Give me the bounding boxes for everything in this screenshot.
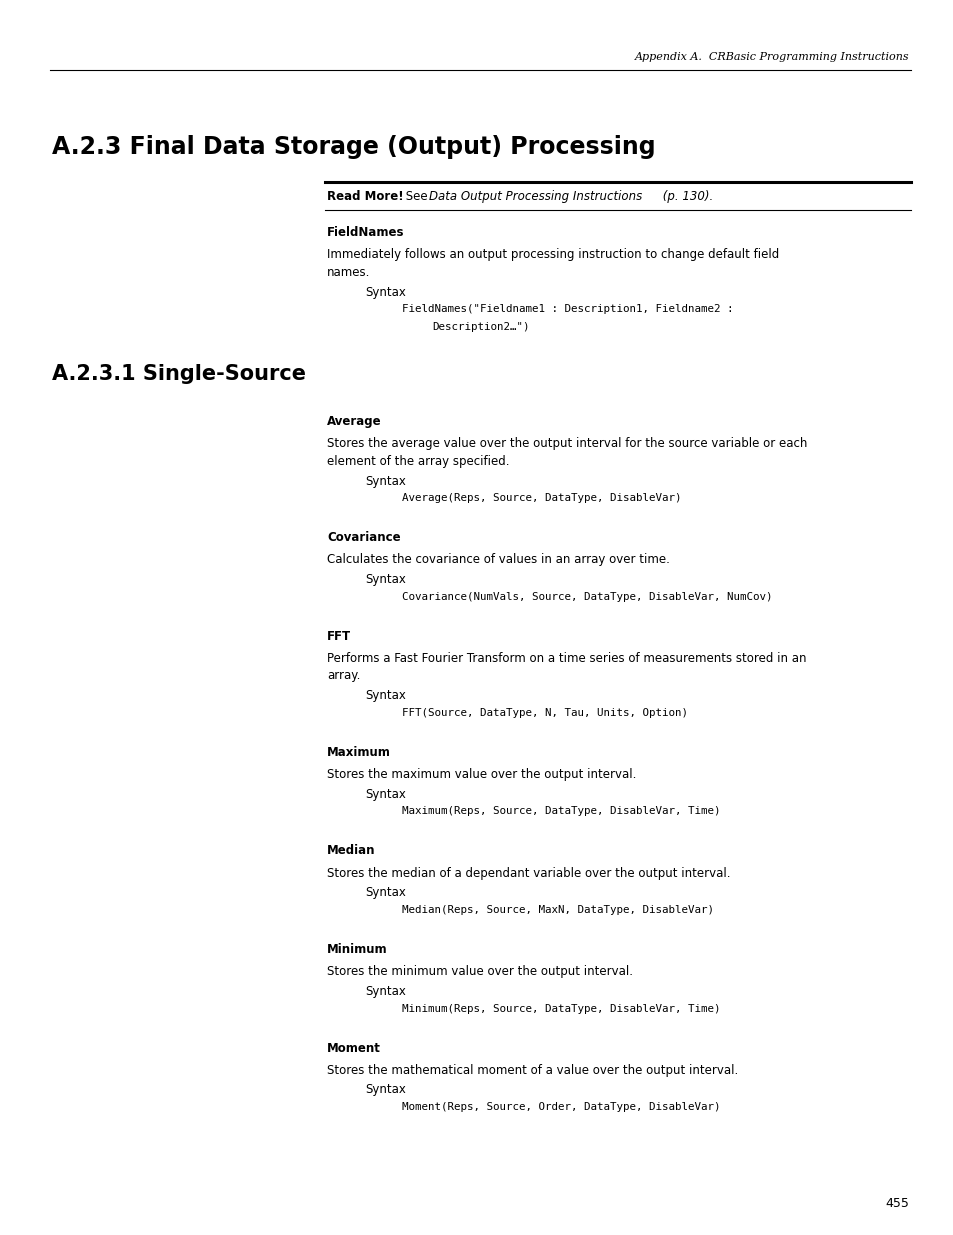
Text: Syntax: Syntax — [365, 788, 405, 802]
Text: A.2.3.1 Single-Source: A.2.3.1 Single-Source — [52, 363, 306, 384]
Text: Moment(Reps, Source, Order, DataType, DisableVar): Moment(Reps, Source, Order, DataType, Di… — [401, 1102, 720, 1112]
Text: Stores the average value over the output interval for the source variable or eac: Stores the average value over the output… — [327, 437, 806, 451]
Text: FFT: FFT — [327, 630, 351, 643]
Text: FieldNames: FieldNames — [327, 226, 404, 240]
Text: Syntax: Syntax — [365, 986, 405, 998]
Text: Description2…"): Description2…") — [432, 321, 529, 331]
Text: Stores the median of a dependant variable over the output interval.: Stores the median of a dependant variabl… — [327, 867, 730, 879]
Text: Syntax: Syntax — [365, 285, 405, 299]
Text: Average: Average — [327, 415, 381, 429]
Text: 455: 455 — [884, 1197, 908, 1210]
Text: Immediately follows an output processing instruction to change default field: Immediately follows an output processing… — [327, 248, 779, 261]
Text: Covariance: Covariance — [327, 531, 400, 545]
Text: array.: array. — [327, 669, 360, 683]
Text: Median(Reps, Source, MaxN, DataType, DisableVar): Median(Reps, Source, MaxN, DataType, Dis… — [401, 905, 713, 915]
Text: Read More!: Read More! — [327, 190, 403, 203]
Text: Syntax: Syntax — [365, 573, 405, 587]
Text: Syntax: Syntax — [365, 1083, 405, 1097]
Text: Performs a Fast Fourier Transform on a time series of measurements stored in an: Performs a Fast Fourier Transform on a t… — [327, 652, 805, 664]
Text: FFT(Source, DataType, N, Tau, Units, Option): FFT(Source, DataType, N, Tau, Units, Opt… — [401, 708, 687, 718]
Text: Data Output Processing Instructions: Data Output Processing Instructions — [429, 190, 641, 203]
Text: Minimum(Reps, Source, DataType, DisableVar, Time): Minimum(Reps, Source, DataType, DisableV… — [401, 1004, 720, 1014]
Text: Calculates the covariance of values in an array over time.: Calculates the covariance of values in a… — [327, 553, 669, 567]
Text: names.: names. — [327, 266, 370, 279]
Text: Stores the minimum value over the output interval.: Stores the minimum value over the output… — [327, 965, 633, 978]
Text: Average(Reps, Source, DataType, DisableVar): Average(Reps, Source, DataType, DisableV… — [401, 494, 680, 504]
Text: element of the array specified.: element of the array specified. — [327, 454, 509, 468]
Text: Maximum(Reps, Source, DataType, DisableVar, Time): Maximum(Reps, Source, DataType, DisableV… — [401, 806, 720, 816]
Text: Appendix A.  CRBasic Programming Instructions: Appendix A. CRBasic Programming Instruct… — [634, 52, 908, 62]
Text: (p. 130).: (p. 130). — [659, 190, 713, 203]
Text: Maximum: Maximum — [327, 746, 391, 760]
Text: Syntax: Syntax — [365, 689, 405, 703]
Text: Moment: Moment — [327, 1041, 380, 1055]
Text: Syntax: Syntax — [365, 887, 405, 899]
Text: See: See — [401, 190, 431, 203]
Text: Syntax: Syntax — [365, 475, 405, 488]
Text: FieldNames("Fieldname1 : Description1, Fieldname2 :: FieldNames("Fieldname1 : Description1, F… — [401, 304, 733, 314]
Text: A.2.3 Final Data Storage (Output) Processing: A.2.3 Final Data Storage (Output) Proces… — [52, 135, 655, 159]
Text: Median: Median — [327, 845, 375, 857]
Text: Stores the mathematical moment of a value over the output interval.: Stores the mathematical moment of a valu… — [327, 1063, 738, 1077]
Text: Covariance(NumVals, Source, DataType, DisableVar, NumCov): Covariance(NumVals, Source, DataType, Di… — [401, 592, 772, 601]
Text: Minimum: Minimum — [327, 944, 387, 956]
Text: Stores the maximum value over the output interval.: Stores the maximum value over the output… — [327, 768, 636, 781]
